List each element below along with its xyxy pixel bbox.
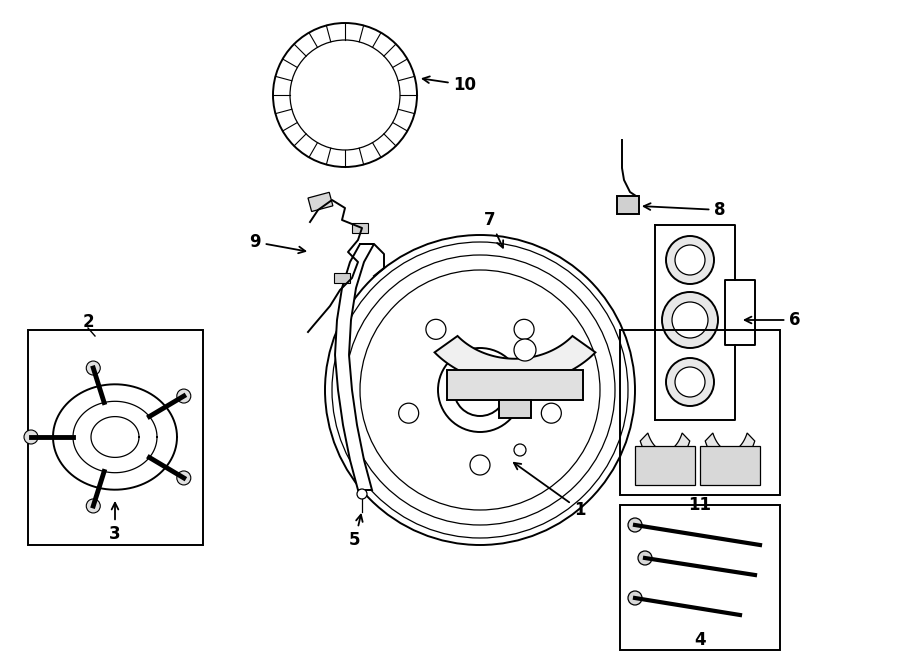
Circle shape	[399, 403, 418, 423]
Text: 5: 5	[349, 515, 363, 549]
Bar	[308, 192, 333, 212]
Circle shape	[426, 319, 446, 339]
Text: 10: 10	[423, 76, 476, 94]
Circle shape	[672, 302, 708, 338]
Text: 7: 7	[484, 211, 503, 248]
Circle shape	[638, 551, 652, 565]
Text: 3: 3	[109, 503, 121, 543]
Circle shape	[454, 364, 506, 416]
Circle shape	[662, 292, 718, 348]
Bar	[352, 223, 368, 233]
Text: 1: 1	[514, 463, 586, 519]
Text: 9: 9	[249, 233, 305, 253]
Bar	[334, 273, 350, 283]
Circle shape	[514, 339, 536, 361]
Circle shape	[675, 245, 705, 275]
Polygon shape	[706, 433, 755, 467]
Polygon shape	[635, 446, 695, 485]
Circle shape	[666, 358, 714, 406]
Polygon shape	[447, 370, 583, 400]
Circle shape	[628, 518, 642, 532]
Circle shape	[86, 361, 100, 375]
Bar	[617, 196, 639, 214]
Circle shape	[470, 455, 490, 475]
Polygon shape	[700, 446, 760, 485]
Circle shape	[357, 489, 367, 499]
Circle shape	[86, 499, 100, 513]
Text: 2: 2	[82, 313, 94, 331]
Polygon shape	[640, 433, 689, 467]
Circle shape	[514, 319, 534, 339]
Circle shape	[541, 403, 562, 423]
Bar	[620, 505, 780, 650]
Polygon shape	[499, 400, 531, 418]
Text: 6: 6	[745, 311, 801, 329]
Bar	[28, 330, 203, 545]
Circle shape	[666, 236, 714, 284]
Circle shape	[176, 471, 191, 485]
Text: 11: 11	[688, 496, 712, 514]
Circle shape	[514, 444, 526, 456]
Text: 8: 8	[644, 201, 725, 219]
Circle shape	[675, 367, 705, 397]
Circle shape	[24, 430, 38, 444]
Circle shape	[176, 389, 191, 403]
Polygon shape	[435, 336, 596, 384]
Circle shape	[628, 591, 642, 605]
Text: 4: 4	[694, 631, 706, 649]
Bar	[620, 330, 780, 495]
Polygon shape	[335, 244, 374, 490]
